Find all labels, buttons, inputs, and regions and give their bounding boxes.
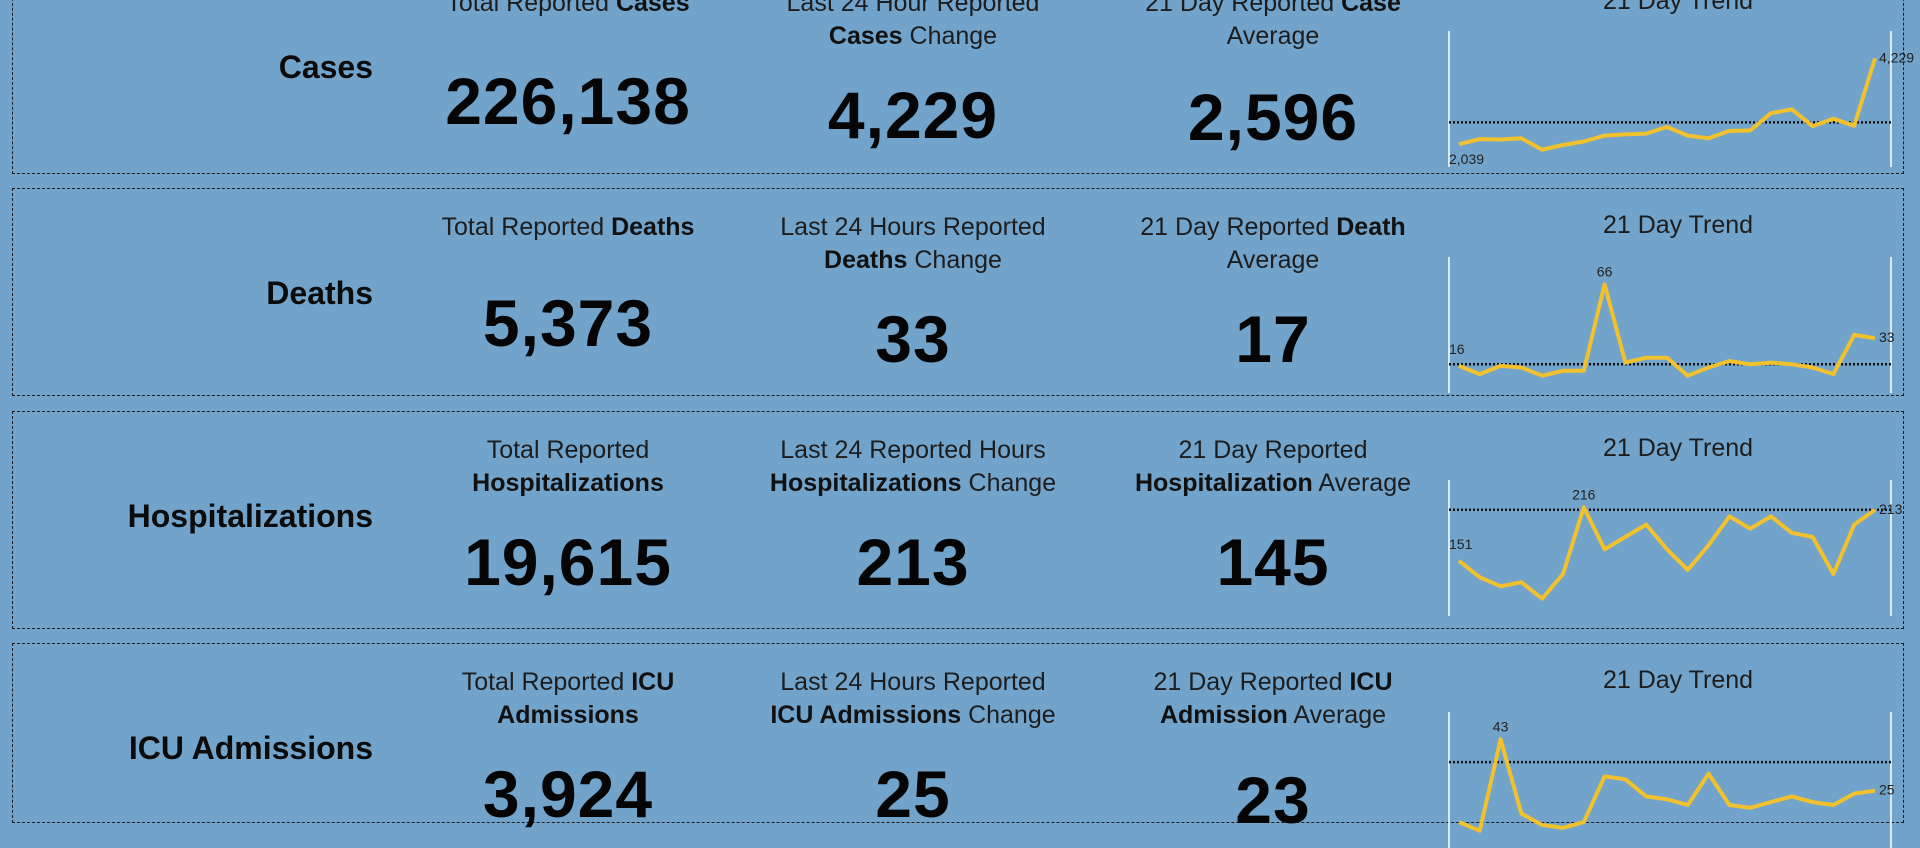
total-hospitalizations-heading: Total Reported Hospitalizations [403, 434, 733, 500]
hospitalizations-average-heading: 21 Day Reported Hospitalization Average [1103, 434, 1443, 500]
panel-title: Hospitalizations [13, 498, 373, 535]
peak-value-label: 216 [1572, 486, 1596, 502]
peak-value-label: 66 [1597, 263, 1613, 279]
hospitalizations-change-value: 213 [743, 524, 1083, 600]
icu-admissions-average-value: 23 [1103, 762, 1443, 838]
panel-title: Cases [13, 49, 373, 86]
first-value-label: 151 [1449, 536, 1473, 552]
total-icu-admissions-heading: Total Reported ICU Admissions [403, 666, 733, 732]
cases-change-heading: Last 24 Hour Reported Cases Change [743, 0, 1083, 53]
total-deaths-value: 5,373 [403, 285, 733, 361]
icu-admissions-change-heading: Last 24 Hours Reported ICU Admissions Ch… [743, 666, 1083, 732]
deaths-average-value: 17 [1103, 301, 1443, 377]
hospitalizations-average-value: 145 [1103, 524, 1443, 600]
trend-title: 21 Day Trend [1453, 211, 1903, 240]
first-value-label: 16 [1449, 341, 1465, 357]
trend-line [1459, 739, 1875, 830]
last-value-label: 25 [1879, 782, 1895, 798]
trend-title: 21 Day Trend [1453, 666, 1903, 695]
icu-admissions-average-heading: 21 Day Reported ICU Admission Average [1103, 666, 1443, 732]
cases-average-heading: 21 Day Reported Case Average [1103, 0, 1443, 53]
first-value-label: 2,039 [1449, 151, 1484, 167]
panel-title: Deaths [13, 275, 373, 312]
cases-average-value: 2,596 [1103, 79, 1443, 155]
trend-title: 21 Day Trend [1453, 0, 1903, 16]
total-icu-admissions-value: 3,924 [403, 756, 733, 832]
deaths-average-heading: 21 Day Reported Death Average [1103, 211, 1443, 277]
trend-line [1459, 58, 1875, 149]
cases-change-value: 4,229 [743, 77, 1083, 153]
last-value-label: 4,229 [1879, 49, 1914, 65]
deaths-trend-sparkline: 16 66 33 [1447, 257, 1897, 393]
deaths-panel: Deaths Total Reported Deaths 5,373 Last … [12, 188, 1904, 396]
trend-line [1459, 507, 1875, 598]
trend-line [1459, 284, 1875, 375]
trend-title: 21 Day Trend [1453, 434, 1903, 463]
icu-admissions-panel: ICU Admissions Total Reported ICU Admiss… [12, 643, 1904, 823]
icu-admission-word: Admission [1160, 701, 1288, 729]
icu-admissions-trend-sparkline: 43 25 [1447, 712, 1897, 848]
hospitalizations-change-heading: Last 24 Reported Hours Hospitalizations … [743, 434, 1083, 500]
total-hospitalizations-value: 19,615 [403, 524, 733, 600]
total-cases-heading: Total Reported Cases [403, 0, 733, 20]
deaths-change-heading: Last 24 Hours Reported Deaths Change [743, 211, 1083, 277]
peak-value-label: 43 [1493, 718, 1509, 734]
total-cases-value: 226,138 [403, 63, 733, 139]
hospitalizations-panel: Hospitalizations Total Reported Hospital… [12, 411, 1904, 629]
panel-title: ICU Admissions [13, 730, 373, 767]
cases-panel: Cases Total Reported Cases 226,138 Last … [12, 0, 1904, 174]
icu-average-word: Average [1288, 701, 1386, 729]
total-deaths-heading: Total Reported Deaths [403, 211, 733, 244]
icu-admissions-change-value: 25 [743, 756, 1083, 832]
last-value-label: 33 [1879, 329, 1895, 345]
last-value-label: 213 [1879, 501, 1903, 517]
deaths-change-value: 33 [743, 301, 1083, 377]
